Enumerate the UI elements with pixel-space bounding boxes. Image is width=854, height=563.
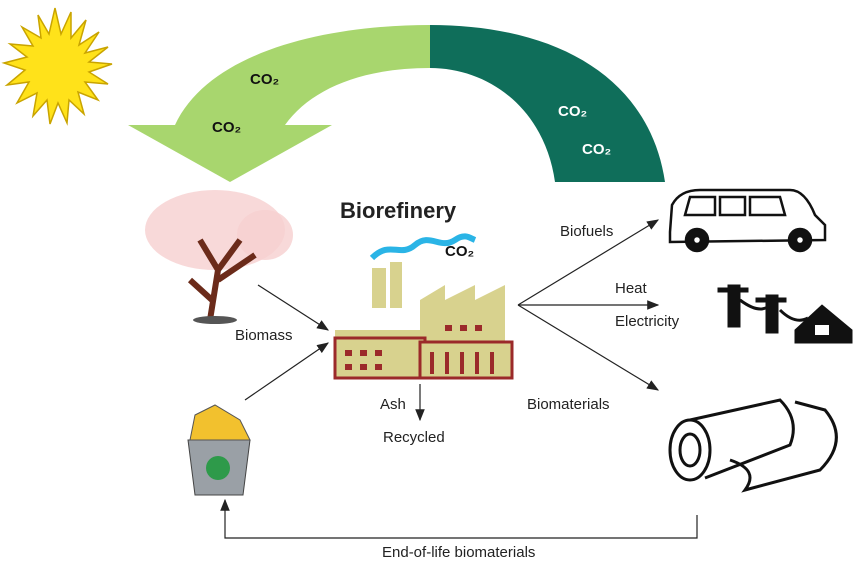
loop-arrow [220, 498, 698, 539]
co2-arrow-head [128, 125, 332, 182]
output-label: Heat [615, 280, 648, 297]
bin-icon [187, 404, 251, 496]
input-label: Biomass [235, 327, 293, 344]
residue-label: Ash [380, 396, 406, 413]
co2-label: CO₂ [582, 141, 611, 158]
co2-label: CO₂ [558, 103, 587, 120]
smoke [369, 233, 477, 261]
arrow [517, 304, 660, 391]
output-label: Biofuels [560, 223, 613, 240]
title: Biorefinery [340, 198, 457, 223]
sun [1, 7, 113, 126]
power-icon [717, 284, 853, 344]
co2-label: CO₂ [445, 243, 474, 260]
co2-label: CO₂ [250, 71, 279, 88]
arrow [244, 342, 329, 401]
co2-arrow-uptake [175, 25, 430, 125]
output-label: Electricity [615, 313, 680, 330]
arrow [517, 219, 660, 306]
loop-label: End-of-life biomaterials [382, 544, 535, 561]
factory-icon [333, 262, 514, 380]
tree-icon [145, 190, 293, 324]
co2-arrow-release [430, 25, 665, 182]
co2-label: CO₂ [212, 119, 241, 136]
car-icon [668, 188, 827, 253]
output-label: Biomaterials [527, 396, 610, 413]
arrow [257, 284, 330, 331]
residue-label: Recycled [383, 429, 445, 446]
roll-icon [668, 398, 838, 493]
